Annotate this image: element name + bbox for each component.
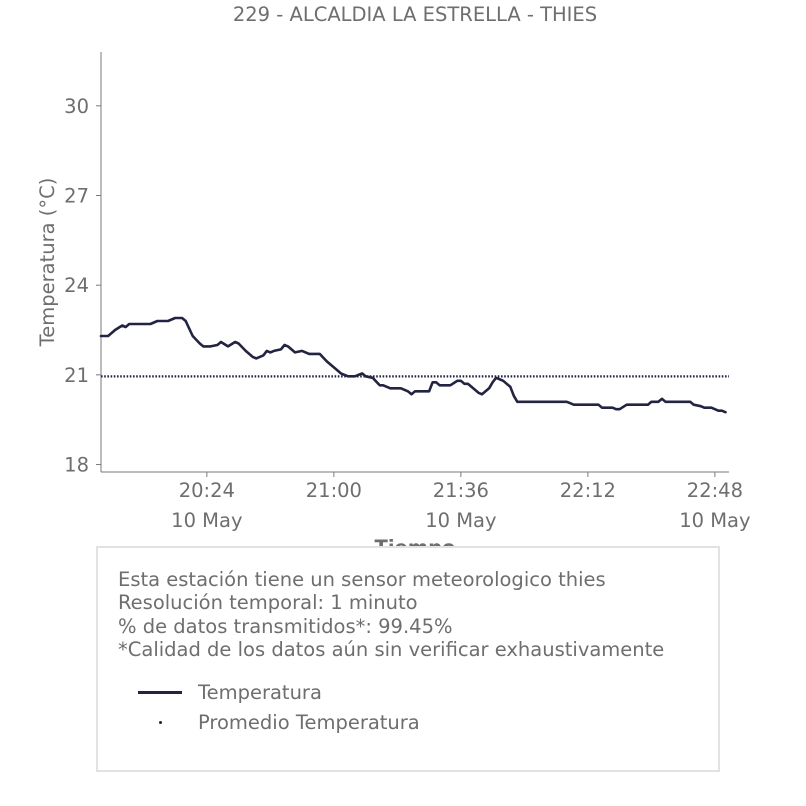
- legend-line-swatch: [138, 690, 182, 694]
- series-layer: [99, 316, 729, 414]
- legend-item-promedio: Promedio Temperatura: [138, 710, 420, 734]
- temperature-chart: 229 - ALCALDIA LA ESTRELLA - THIES Tempe…: [36, 3, 751, 546]
- x-tick-label: 21:36: [433, 479, 489, 502]
- info-line-quality-note: *Calidad de los datos aún sin verificar …: [118, 637, 665, 661]
- x-tick-label: 22:12: [560, 479, 616, 502]
- y-tick-label: 27: [64, 184, 89, 207]
- legend-item-temperatura: Temperatura: [138, 680, 322, 704]
- y-axis-label: Temperatura (°C): [36, 178, 59, 348]
- x-tick-date-label: 10 May: [425, 509, 496, 532]
- x-tick-label: 20:24: [179, 479, 235, 502]
- info-panel: Esta estación tiene un sensor meteorolog…: [96, 546, 720, 772]
- x-tick-date-label: 10 May: [171, 509, 242, 532]
- info-text: Esta estación tiene un sensor meteorolog…: [118, 568, 664, 661]
- legend-dot-swatch: [138, 720, 182, 724]
- info-line-resolution: Resolución temporal: 1 minuto: [118, 591, 418, 615]
- info-line-sensor: Esta estación tiene un sensor meteorolog…: [118, 568, 606, 591]
- x-ticks: 20:24 10 May 21:00 21:36 10 May 22:12 22:48 10 …: [171, 472, 751, 532]
- x-axis-label: Tiempo: [375, 536, 456, 546]
- y-tick-label: 30: [64, 95, 89, 118]
- chart-title: 229 - ALCALDIA LA ESTRELLA - THIES: [233, 3, 597, 26]
- x-tick-date-label: 10 May: [679, 509, 750, 532]
- y-tick-label: 21: [64, 364, 89, 387]
- info-line-data-percent: % de datos transmitidos*: 99.45%: [118, 614, 453, 638]
- x-tick-label: 21:00: [306, 479, 362, 502]
- legend-label-temperatura: Temperatura: [198, 680, 322, 704]
- y-ticks: 18 21 24 27 30: [64, 95, 101, 477]
- x-tick-label: 22:48: [687, 479, 743, 502]
- temperature-line: [99, 316, 727, 414]
- legend-label-promedio: Promedio Temperatura: [198, 710, 420, 734]
- y-tick-label: 18: [64, 454, 89, 477]
- y-tick-label: 24: [64, 274, 89, 297]
